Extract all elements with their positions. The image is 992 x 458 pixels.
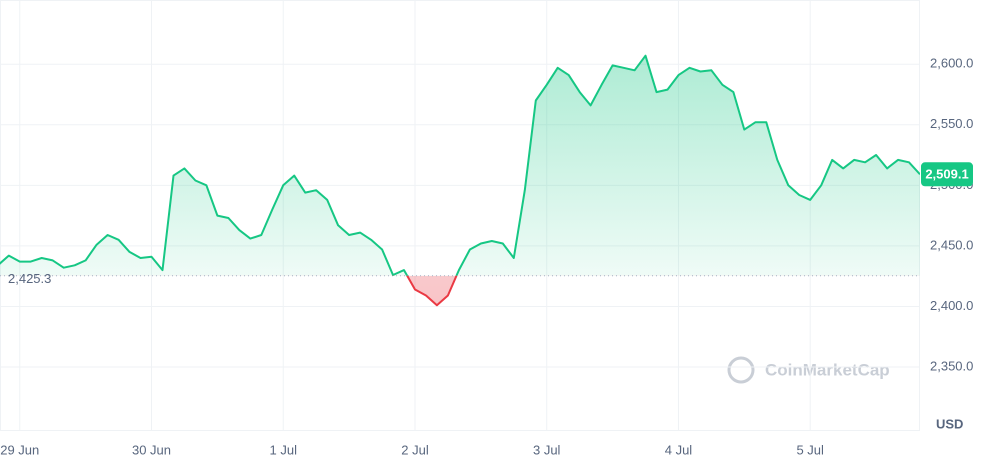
price-tag — [921, 162, 973, 187]
y-tick-label: 2,350.0 — [930, 358, 973, 373]
x-tick-label: 2 Jul — [401, 442, 429, 457]
x-tick-label: 29 Jun — [0, 442, 39, 457]
x-tick-label: 3 Jul — [533, 442, 561, 457]
watermark-text: CoinMarketCap — [765, 360, 890, 379]
price-line — [0, 54, 920, 276]
x-tick-label: 30 Jun — [132, 442, 171, 457]
x-tick-label: 1 Jul — [270, 442, 298, 457]
y-tick-label: 2,450.0 — [930, 237, 973, 252]
y-tick-label: 2,600.0 — [930, 56, 973, 71]
x-tick-label: 5 Jul — [796, 442, 824, 457]
y-tick-label: 2,550.0 — [930, 116, 973, 131]
y-tick-label: 2,400.0 — [930, 298, 973, 313]
price-tag-label: 2,509.1 — [925, 167, 968, 182]
baseline-label: 2,425.3 — [8, 271, 51, 286]
x-tick-label: 4 Jul — [665, 442, 693, 457]
currency-label: USD — [936, 416, 963, 431]
watermark: CoinMarketCap — [727, 356, 890, 384]
